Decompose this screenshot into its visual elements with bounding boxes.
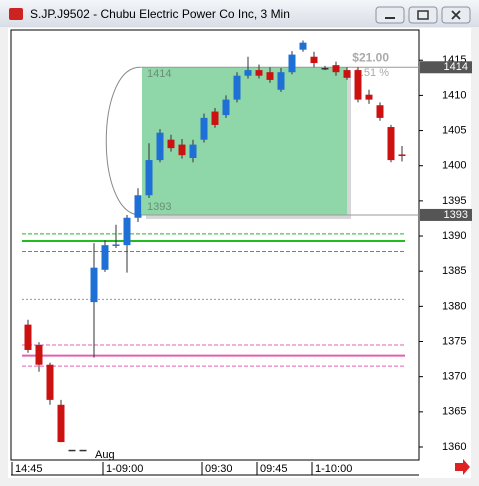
y-tick-label: 1395	[442, 195, 466, 207]
candle-body	[156, 132, 164, 161]
y-tick-label: 1400	[442, 160, 466, 172]
y-tick-label: 1375	[442, 335, 466, 347]
measure-box	[142, 67, 347, 215]
candle-body	[79, 449, 87, 452]
scroll-arrow[interactable]	[455, 459, 470, 475]
candle-body	[387, 127, 395, 161]
candle-body	[299, 42, 307, 50]
x-tick-label: 1-09:00	[106, 463, 143, 475]
candle-body	[244, 70, 252, 76]
candle-body	[233, 75, 241, 100]
x-tick-label: 14:45	[15, 463, 43, 475]
y-tick-label: 1405	[442, 124, 466, 136]
price-tag	[420, 61, 472, 74]
x-tick-label: 09:30	[205, 463, 233, 475]
y-tick-label: 1360	[442, 441, 466, 453]
candle-body	[343, 70, 351, 78]
window-buttons[interactable]	[375, 6, 471, 24]
candle-body	[310, 56, 318, 64]
candle-body	[178, 144, 186, 156]
minimize-button[interactable]	[375, 6, 405, 24]
measure-bracket	[105, 66, 141, 216]
candle-body	[321, 67, 329, 70]
candle-body	[288, 54, 296, 73]
candle-body	[68, 449, 76, 452]
x-tick-label: 1-10:00	[315, 463, 352, 475]
candle-body	[90, 267, 98, 303]
measure-change-label: $21.00	[352, 50, 389, 64]
y-tick-label: 1380	[442, 300, 466, 312]
candle-body	[266, 72, 274, 80]
maximize-button[interactable]	[408, 6, 438, 24]
candle-body	[255, 70, 263, 76]
candle-body	[35, 345, 43, 365]
price-tag-label: 1393	[444, 209, 468, 221]
measure-low-label: 1393	[147, 201, 171, 213]
price-tag	[420, 208, 472, 221]
candle-body	[134, 195, 142, 218]
candle-body	[277, 72, 285, 90]
candle-body	[112, 244, 120, 246]
y-tick-label: 1410	[442, 89, 466, 101]
price-tag-label: 1414	[444, 61, 468, 73]
measure-percent-label: 1.51 %	[355, 67, 389, 79]
candle-body	[167, 139, 175, 149]
y-tick-label: 1365	[442, 406, 466, 418]
annotation: Aug	[95, 449, 115, 461]
candle-body	[211, 111, 219, 125]
plot: 1360 1365 1370 1375 1380 1385 1390 1395 1400 1405…	[11, 40, 472, 475]
y-tick-label: 1390	[442, 230, 466, 242]
candle-body	[376, 105, 384, 118]
x-tick-label: 09:45	[260, 463, 288, 475]
candle-body	[145, 160, 153, 196]
candle-body	[24, 324, 32, 350]
app-icon	[9, 8, 23, 20]
candle-body	[57, 404, 65, 443]
candle-body	[200, 117, 208, 140]
candle-body	[354, 70, 362, 100]
candle-body	[365, 94, 373, 100]
candle-body	[332, 65, 340, 73]
candle-body	[398, 154, 406, 156]
candle-body	[46, 364, 54, 400]
window-title: S.JP.J9502 - Chubu Electric Power Co Inc…	[30, 7, 290, 21]
candle-body	[222, 99, 230, 116]
candle-body	[123, 217, 131, 246]
y-tick-label: 1370	[442, 371, 466, 383]
y-tick-label: 1385	[442, 265, 466, 277]
candle-body	[101, 245, 109, 270]
measure-high-label: 1414	[147, 68, 171, 80]
candle-body	[189, 144, 197, 158]
